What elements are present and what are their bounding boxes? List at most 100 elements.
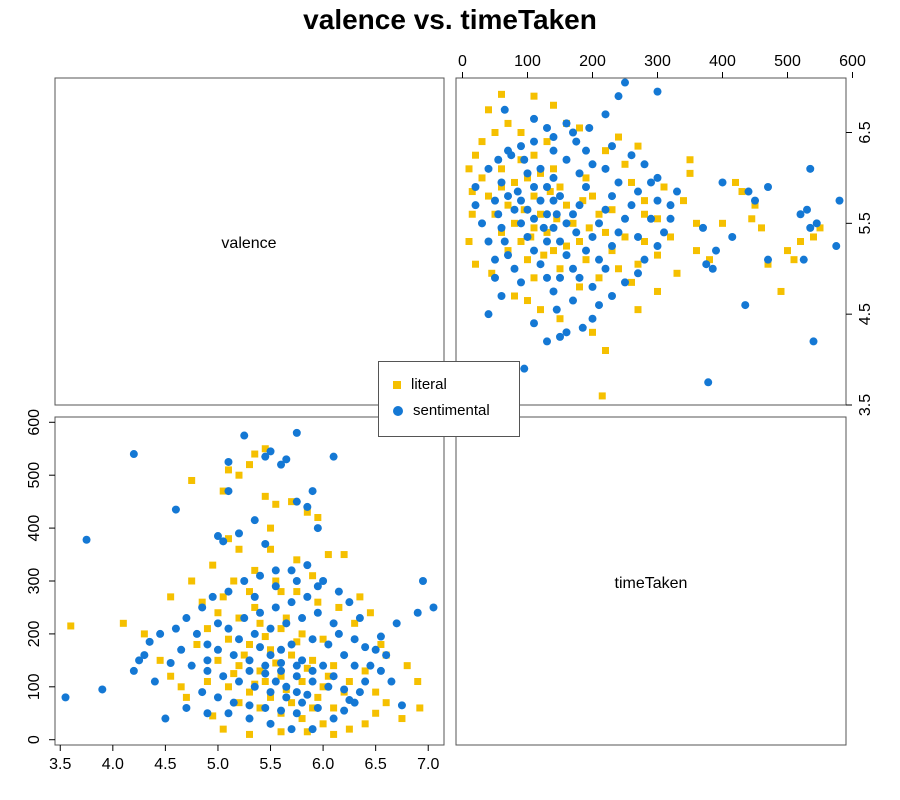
data-point-sentimental xyxy=(491,273,499,282)
diag-label-timetaken: timeTaken xyxy=(615,575,688,592)
data-point-literal xyxy=(324,672,332,680)
data-point-literal xyxy=(382,699,390,707)
data-point-sentimental xyxy=(530,319,538,328)
data-point-sentimental xyxy=(240,577,249,585)
data-point-sentimental xyxy=(345,598,354,607)
data-point-sentimental xyxy=(166,659,175,667)
data-point-literal xyxy=(351,619,359,627)
data-point-literal xyxy=(235,662,243,670)
data-point-literal xyxy=(182,693,190,701)
data-point-sentimental xyxy=(536,260,545,269)
data-point-sentimental xyxy=(653,173,662,182)
data-point-literal xyxy=(251,450,259,458)
data-point-sentimental xyxy=(712,246,720,255)
data-point-literal xyxy=(67,622,75,630)
data-point-literal xyxy=(246,688,253,696)
data-point-sentimental xyxy=(266,651,275,660)
data-point-literal xyxy=(298,715,306,723)
data-point-sentimental xyxy=(614,92,623,101)
data-point-literal xyxy=(563,201,570,209)
data-point-literal xyxy=(267,545,275,553)
data-point-sentimental xyxy=(562,119,571,128)
data-point-literal xyxy=(530,274,538,282)
data-point-sentimental xyxy=(292,661,301,670)
tick-label: 0 xyxy=(26,735,43,744)
data-point-sentimental xyxy=(595,301,603,310)
data-point-literal xyxy=(732,178,739,186)
data-point-literal xyxy=(303,508,311,516)
data-point-literal xyxy=(177,683,185,691)
data-point-sentimental xyxy=(543,337,551,346)
data-point-literal xyxy=(621,233,629,241)
data-point-literal xyxy=(309,656,317,664)
data-point-literal xyxy=(504,119,512,127)
data-point-sentimental xyxy=(543,183,551,191)
data-point-sentimental xyxy=(282,619,291,628)
data-point-sentimental xyxy=(647,178,655,187)
data-point-literal xyxy=(634,260,642,268)
data-point-literal xyxy=(468,188,476,196)
data-point-literal xyxy=(293,638,301,646)
data-point-sentimental xyxy=(324,640,333,649)
tick-label: 5.5 xyxy=(259,756,281,773)
data-point-sentimental xyxy=(213,619,222,628)
data-point-literal xyxy=(537,169,544,177)
tick-label: 400 xyxy=(26,515,43,542)
data-point-sentimental xyxy=(562,328,571,337)
data-point-literal xyxy=(598,392,606,400)
data-point-literal xyxy=(511,178,518,186)
data-point-sentimental xyxy=(261,661,270,670)
data-point-literal xyxy=(693,219,700,227)
data-point-literal xyxy=(267,646,275,654)
data-point-literal xyxy=(261,678,269,686)
data-point-sentimental xyxy=(266,688,275,697)
data-point-literal xyxy=(366,609,374,617)
data-point-sentimental xyxy=(699,223,707,232)
data-point-sentimental xyxy=(224,624,233,633)
legend-label: literal xyxy=(411,376,447,393)
data-point-literal xyxy=(246,461,253,469)
data-point-sentimental xyxy=(543,273,551,282)
data-point-sentimental xyxy=(329,452,338,461)
data-point-sentimental xyxy=(471,183,480,191)
data-point-literal xyxy=(556,183,564,191)
data-point-sentimental xyxy=(298,698,307,707)
data-point-literal xyxy=(816,224,824,232)
data-point-sentimental xyxy=(585,123,594,132)
data-point-sentimental xyxy=(329,619,338,628)
data-point-sentimental xyxy=(660,228,668,237)
data-point-sentimental xyxy=(292,688,301,697)
tick-label: 600 xyxy=(26,409,43,436)
data-point-sentimental xyxy=(556,192,564,201)
data-point-sentimental xyxy=(640,255,649,264)
data-point-sentimental xyxy=(530,183,538,191)
data-point-sentimental xyxy=(213,645,222,654)
data-point-sentimental xyxy=(313,582,322,591)
data-point-sentimental xyxy=(728,232,737,241)
data-point-literal xyxy=(272,500,280,508)
data-point-sentimental xyxy=(832,242,841,251)
data-point-sentimental xyxy=(171,505,180,514)
data-point-literal xyxy=(261,633,269,641)
data-point-sentimental xyxy=(266,719,275,728)
data-point-sentimental xyxy=(510,264,519,273)
data-point-literal xyxy=(140,630,148,638)
data-point-sentimental xyxy=(345,696,354,705)
data-point-literal xyxy=(156,656,164,664)
data-point-sentimental xyxy=(261,539,270,548)
data-point-literal xyxy=(465,238,473,245)
data-point-literal xyxy=(498,90,505,98)
data-point-sentimental xyxy=(234,677,243,686)
data-point-literal xyxy=(485,192,492,200)
data-point-literal xyxy=(330,730,338,738)
data-point-sentimental xyxy=(161,714,170,723)
data-point-sentimental xyxy=(308,677,317,686)
data-point-sentimental xyxy=(523,169,532,178)
data-point-sentimental xyxy=(82,535,91,544)
data-point-sentimental xyxy=(653,87,662,96)
tick-label: 4.0 xyxy=(102,756,124,773)
data-point-sentimental xyxy=(621,214,629,223)
data-point-literal xyxy=(235,699,243,707)
data-point-literal xyxy=(641,197,648,205)
data-point-literal xyxy=(641,210,648,218)
